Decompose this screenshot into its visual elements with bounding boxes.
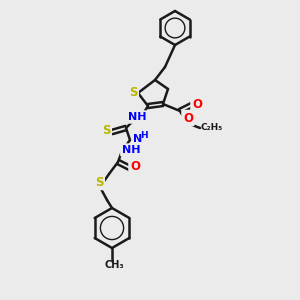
Text: NH: NH <box>128 112 146 122</box>
Text: S: S <box>129 85 137 98</box>
Text: O: O <box>183 112 193 124</box>
Text: O: O <box>192 98 202 112</box>
Text: NH: NH <box>122 145 140 155</box>
Text: C₂H₅: C₂H₅ <box>201 122 223 131</box>
Text: O: O <box>130 160 140 173</box>
Text: S: S <box>95 176 103 188</box>
Text: N: N <box>134 134 142 144</box>
Text: H: H <box>140 130 148 140</box>
Text: S: S <box>102 124 110 137</box>
Text: CH₃: CH₃ <box>104 260 124 270</box>
